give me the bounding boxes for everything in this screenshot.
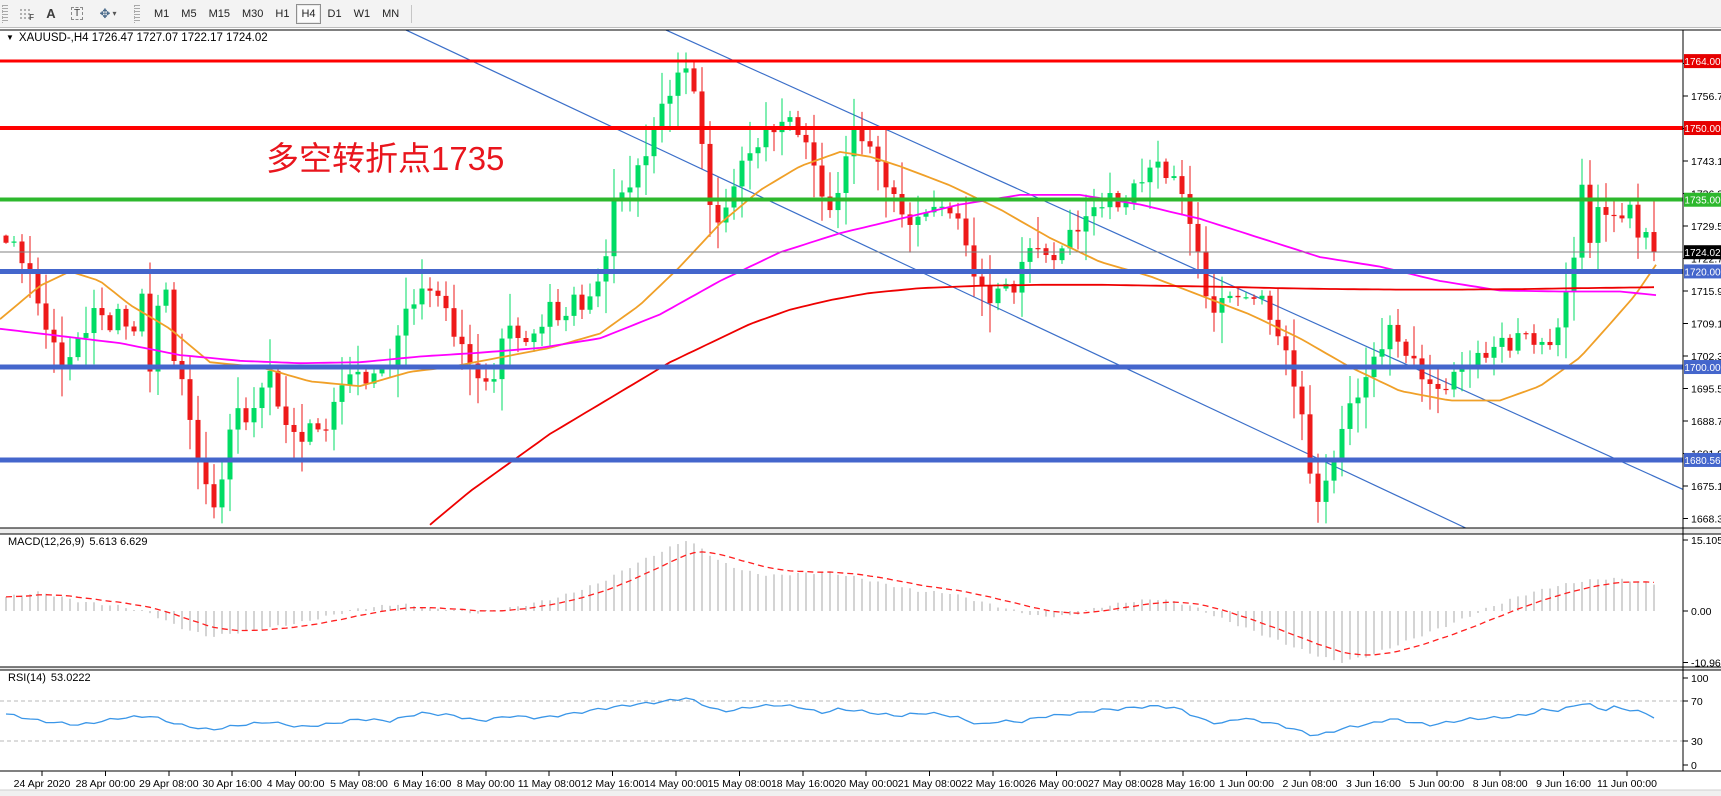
timeframe-button-m30[interactable]: M30: [237, 4, 268, 24]
svg-text:11 May 08:00: 11 May 08:00: [518, 778, 581, 790]
svg-text:4 May 00:00: 4 May 00:00: [267, 778, 325, 790]
move-arrows-icon: ✥: [99, 5, 111, 21]
svg-text:3 Jun 16:00: 3 Jun 16:00: [1346, 778, 1401, 790]
svg-text:1743.10: 1743.10: [1691, 156, 1721, 168]
svg-text:28 Apr 00:00: 28 Apr 00:00: [76, 778, 136, 790]
svg-text:1688.70: 1688.70: [1691, 416, 1721, 428]
toolbar-drag-grip[interactable]: [134, 4, 140, 23]
svg-text:8 May 00:00: 8 May 00:00: [457, 778, 515, 790]
timeframe-button-m5[interactable]: M5: [176, 4, 201, 24]
svg-text:14 May 00:00: 14 May 00:00: [644, 778, 708, 790]
toolbar-drag-grip[interactable]: [2, 4, 8, 23]
timeframe-button-group: M1 M5 M15 M30 H1 H4 D1 W1 MN: [148, 3, 405, 24]
svg-text:29 Apr 08:00: 29 Apr 08:00: [139, 778, 199, 790]
svg-text:1750.00: 1750.00: [1684, 124, 1721, 135]
toolbar: F A T ✥ ▾ M1 M5 M15 M30 H1 H4 D1 W1 MN: [0, 0, 1721, 28]
timeframe-button-w1[interactable]: W1: [349, 4, 376, 24]
svg-text:27 May 08:00: 27 May 08:00: [1088, 778, 1152, 790]
f-letter-label: F: [29, 12, 34, 22]
svg-text:15 May 08:00: 15 May 08:00: [708, 778, 772, 790]
timeframe-button-m15[interactable]: M15: [204, 4, 235, 24]
timeframe-button-d1[interactable]: D1: [323, 4, 347, 24]
timeframe-button-mn[interactable]: MN: [377, 4, 404, 24]
timeframe-button-h1[interactable]: H1: [270, 4, 294, 24]
svg-text:30 Apr 16:00: 30 Apr 16:00: [202, 778, 262, 790]
svg-text:70: 70: [1691, 696, 1703, 708]
svg-text:1764.00: 1764.00: [1684, 57, 1721, 68]
svg-text:1675.10: 1675.10: [1691, 481, 1721, 493]
svg-text:1700.00: 1700.00: [1684, 363, 1721, 374]
svg-text:15.105: 15.105: [1691, 535, 1721, 547]
svg-text:1724.02: 1724.02: [1684, 248, 1721, 259]
svg-text:1720.00: 1720.00: [1684, 267, 1721, 278]
svg-text:1668.30: 1668.30: [1691, 514, 1721, 526]
svg-text:12 May 16:00: 12 May 16:00: [581, 778, 645, 790]
svg-text:28 May 16:00: 28 May 16:00: [1151, 778, 1215, 790]
svg-text:11 Jun 00:00: 11 Jun 00:00: [1597, 778, 1657, 790]
svg-text:1 Jun 00:00: 1 Jun 00:00: [1219, 778, 1274, 790]
svg-text:20 May 00:00: 20 May 00:00: [834, 778, 898, 790]
chart-window: 24 Apr 2020 28 Apr 00:00 29 Apr 08:00 30 Ap…: [0, 28, 1721, 796]
dot-grid-icon: [19, 8, 31, 19]
svg-text:1735.00: 1735.00: [1684, 196, 1721, 207]
text-box-icon[interactable]: T: [64, 3, 90, 25]
svg-text:1729.50: 1729.50: [1691, 221, 1721, 233]
svg-text:24 Apr 2020: 24 Apr 2020: [14, 778, 71, 790]
chart-canvas[interactable]: 24 Apr 2020 28 Apr 00:00 29 Apr 08:00 30 Ap…: [0, 28, 1721, 796]
toolbar-separator: [411, 4, 413, 23]
svg-text:0: 0: [1691, 760, 1697, 772]
svg-text:22 May 16:00: 22 May 16:00: [961, 778, 1025, 790]
svg-text:8 Jun 08:00: 8 Jun 08:00: [1473, 778, 1528, 790]
timeframe-button-m1[interactable]: M1: [149, 4, 174, 24]
dot-grid-template-icon[interactable]: F: [12, 3, 38, 25]
svg-text:26 May 00:00: 26 May 00:00: [1025, 778, 1089, 790]
svg-text:1715.90: 1715.90: [1691, 286, 1721, 298]
svg-text:5 Jun 00:00: 5 Jun 00:00: [1409, 778, 1464, 790]
svg-text:1695.50: 1695.50: [1691, 384, 1721, 396]
svg-text:2 Jun 08:00: 2 Jun 08:00: [1283, 778, 1338, 790]
dropdown-caret-icon: ▾: [112, 9, 117, 18]
svg-text:6 May 16:00: 6 May 16:00: [394, 778, 452, 790]
svg-text:0.00: 0.00: [1691, 606, 1712, 618]
svg-text:30: 30: [1691, 736, 1703, 748]
svg-text:100: 100: [1691, 673, 1709, 685]
svg-text:5 May 08:00: 5 May 08:00: [330, 778, 388, 790]
timeframe-button-h4[interactable]: H4: [296, 3, 321, 24]
svg-text:21 May 08:00: 21 May 08:00: [898, 778, 962, 790]
svg-text:18 May 16:00: 18 May 16:00: [771, 778, 835, 790]
svg-text:1709.10: 1709.10: [1691, 319, 1721, 331]
svg-text:1756.70: 1756.70: [1691, 91, 1721, 103]
cursor-mode-icon[interactable]: ✥ ▾: [90, 3, 126, 25]
svg-text:9 Jun 16:00: 9 Jun 16:00: [1536, 778, 1591, 790]
text-label-icon[interactable]: A: [38, 3, 64, 25]
svg-text:1680.56: 1680.56: [1684, 456, 1721, 467]
